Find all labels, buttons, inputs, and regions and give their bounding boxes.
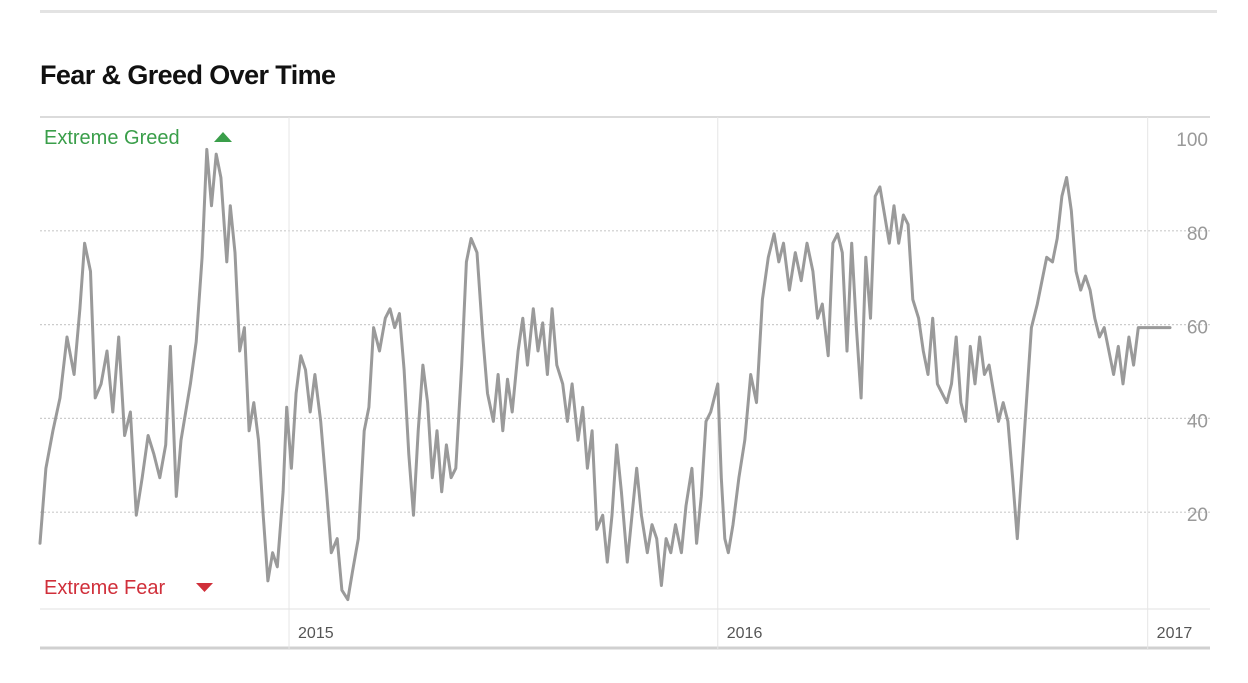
y-tick-label: 60 — [1187, 318, 1208, 339]
triangle-up-icon — [214, 132, 232, 142]
triangle-down-icon — [196, 583, 213, 592]
x-tick-label: 2015 — [298, 625, 334, 642]
y-tick-label: 100 — [1176, 130, 1208, 151]
top-divider — [40, 10, 1217, 13]
x-tick-label: 2017 — [1157, 625, 1193, 642]
chart-title: Fear & Greed Over Time — [40, 60, 336, 90]
x-tick-label: 2016 — [727, 625, 763, 642]
y-tick-label: 80 — [1187, 224, 1208, 245]
extreme-greed-label: Extreme Greed — [44, 127, 180, 149]
y-tick-label: 40 — [1187, 411, 1208, 432]
fear-greed-series-line — [38, 147, 1172, 602]
y-tick-label: 20 — [1187, 505, 1208, 526]
extreme-fear-label: Extreme Fear — [44, 577, 165, 599]
